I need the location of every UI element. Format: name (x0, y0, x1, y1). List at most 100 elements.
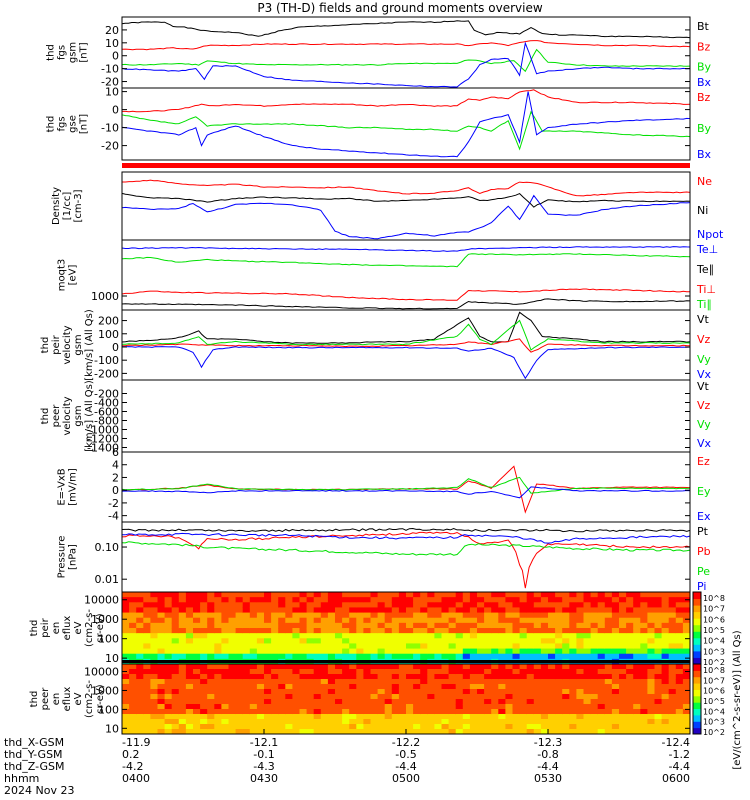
spectrogram-cell (455, 612, 464, 619)
spectrogram-cell (285, 694, 293, 700)
spectrogram-cell (129, 689, 137, 695)
colorbar-tick-label: 10^6 (703, 687, 725, 696)
spectrogram-cell (555, 704, 563, 710)
spectrogram-cell (661, 689, 670, 695)
spectrogram-cell (640, 714, 648, 720)
spectrogram-cell (668, 653, 677, 660)
spectrogram-cell (342, 709, 350, 715)
spectrogram-cell (505, 714, 513, 720)
spectrogram-cell (548, 628, 556, 634)
spectrogram-cell (185, 612, 194, 619)
y-axis-label: peir (40, 617, 51, 637)
spectrogram-cell (391, 679, 400, 685)
y-axis-label: thd (40, 337, 51, 354)
spectrogram-cell (434, 729, 442, 735)
spectrogram-cell (491, 628, 499, 634)
spectrogram-cell (420, 643, 428, 650)
spectrogram-cell (611, 607, 620, 614)
spectrogram-cell (505, 628, 513, 634)
spectrogram-cell (164, 714, 173, 720)
spectrogram-cell (533, 653, 542, 660)
spectrogram-cell (129, 628, 137, 634)
spectrogram-cell (498, 612, 506, 619)
spectrogram-cell (420, 729, 428, 735)
spectrogram-cell (555, 679, 563, 685)
spectrogram-cell (320, 684, 329, 690)
spectrogram-cell (448, 704, 457, 710)
spectrogram-cell (193, 653, 201, 660)
spectrogram-cell (313, 628, 322, 634)
spectrogram-cell (185, 622, 194, 629)
spectrogram-cell (548, 607, 556, 614)
spectrogram-cell (193, 628, 201, 634)
spectrogram-cell (391, 729, 400, 735)
spectrogram-cell (249, 719, 258, 725)
spectrogram-cell (519, 602, 528, 608)
spectrogram-cell (484, 628, 492, 634)
spectrogram-cell (512, 679, 521, 685)
legend-label: Vx (697, 368, 712, 381)
spectrogram-cell (200, 597, 208, 603)
spectrogram-cell (576, 597, 584, 603)
spectrogram-gap-strip (122, 660, 690, 663)
y-axis-label: E=-VxB (57, 468, 68, 505)
spectrogram-cell (413, 612, 421, 619)
colorbar-tick-label: 10^5 (703, 626, 725, 635)
spectrogram-cell (420, 719, 428, 725)
spectrogram-cell (122, 617, 130, 624)
spectrogram-cell (285, 617, 293, 624)
spectrogram-cell (157, 633, 166, 639)
spectrogram-cell (619, 638, 627, 644)
spectrogram-cell (363, 643, 371, 650)
spectrogram-cell (682, 612, 691, 619)
spectrogram-cell (619, 628, 627, 634)
spectrogram-cell (548, 679, 556, 685)
spectrogram-cell (143, 669, 151, 675)
spectrogram-cell (171, 602, 180, 608)
spectrogram-cell (597, 643, 606, 650)
spectrogram-cell (306, 709, 315, 715)
spectrogram-cell (370, 684, 379, 690)
spectrogram-cell (462, 724, 471, 730)
spectrogram-cell (377, 648, 386, 655)
spectrogram-cell (519, 664, 528, 670)
spectrogram-cell (441, 664, 450, 670)
spectrogram-cell (391, 648, 400, 655)
spectrogram-cell (384, 643, 393, 650)
spectrogram-cell (129, 633, 137, 639)
spectrogram-cell (548, 674, 556, 680)
spectrogram-cell (548, 643, 556, 650)
spectrogram-cell (292, 704, 300, 710)
spectrogram-cell (576, 669, 584, 675)
spectrogram-cell (477, 729, 485, 735)
spectrogram-cell (370, 729, 379, 735)
spectrogram-cell (427, 633, 435, 639)
y-tick-label: 6 (112, 446, 119, 459)
spectrogram-cell (640, 653, 648, 660)
spectrogram-cell (604, 719, 613, 725)
spectrogram-cell (576, 714, 584, 720)
spectrogram-cell (363, 679, 371, 685)
spectrogram-cell (576, 653, 584, 660)
y-axis-label: peir (51, 334, 62, 354)
colorbar-cell (693, 598, 701, 606)
spectrogram-cell (185, 689, 194, 695)
series-line-Te⊥ (121, 246, 691, 252)
spectrogram-cell (306, 684, 315, 690)
spectrogram-cell (278, 653, 286, 660)
spectrogram-cell (129, 597, 137, 603)
spectrogram-cell (327, 719, 336, 725)
spectrogram-cell (164, 597, 173, 603)
spectrogram-cell (562, 689, 570, 695)
spectrogram-cell (178, 653, 187, 660)
spectrogram-cell (271, 664, 279, 670)
spectrogram-cell (633, 653, 641, 660)
spectrogram-cell (171, 699, 180, 705)
spectrogram-cell (477, 704, 485, 710)
spectrogram-cell (306, 607, 315, 614)
spectrogram-cell (533, 674, 542, 680)
spectrogram-cell (484, 648, 492, 655)
legend-label: Bz (697, 40, 711, 53)
spectrogram-cell (427, 684, 435, 690)
spectrogram-cell (242, 699, 251, 705)
